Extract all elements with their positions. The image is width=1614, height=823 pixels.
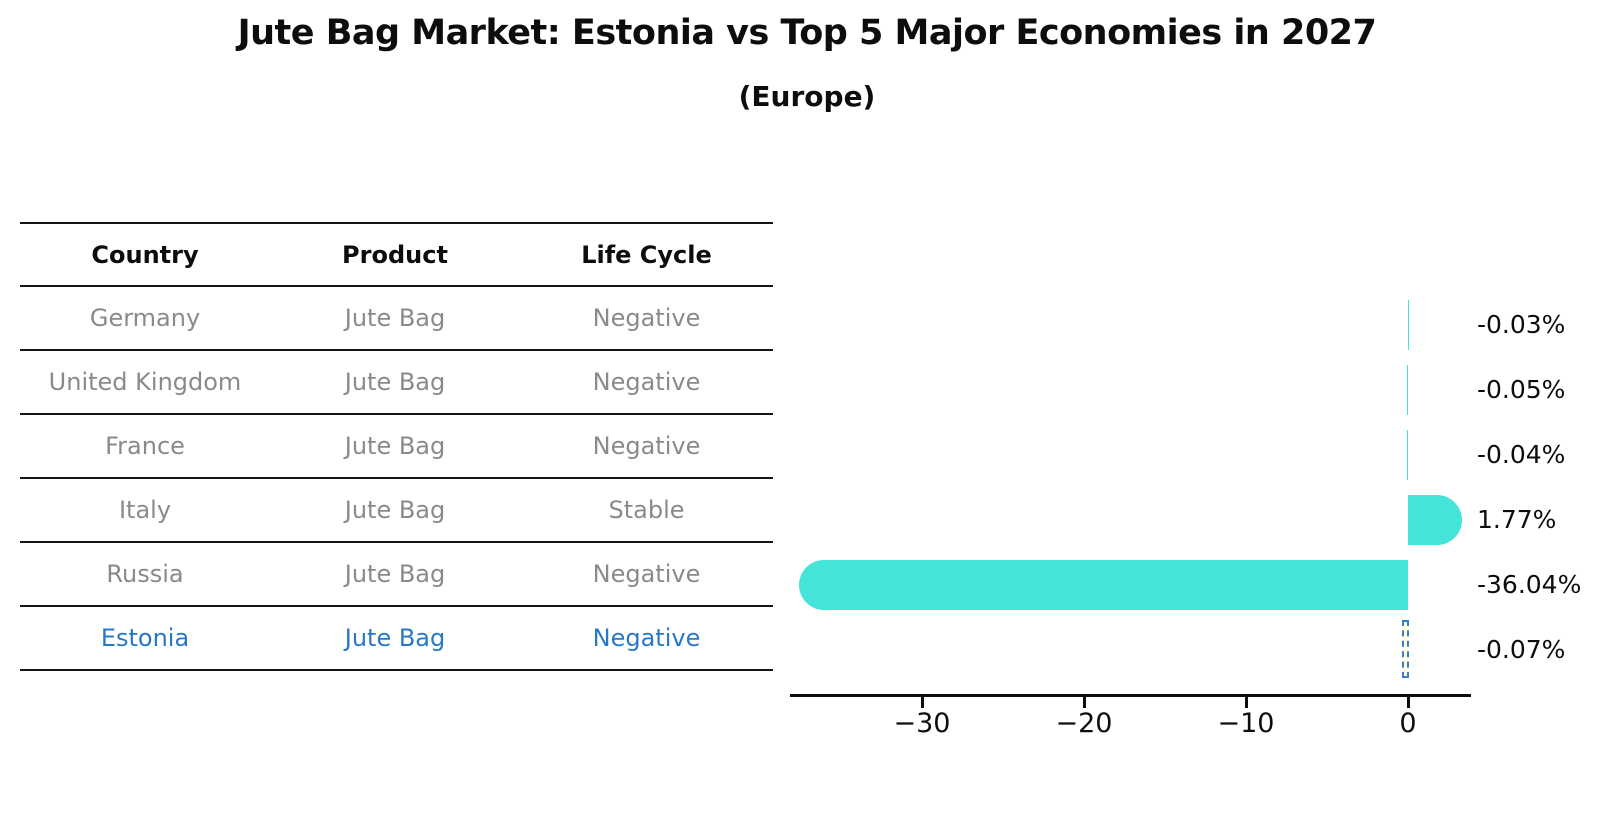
country-table: Country Product Life Cycle Germany Jute … <box>20 222 773 671</box>
bar-united-kingdom <box>1407 365 1408 415</box>
life-cycle-cell: Negative <box>592 432 701 460</box>
country-cell: France <box>105 432 185 460</box>
table-divider <box>20 477 773 479</box>
value-label: -0.05% <box>1477 375 1566 404</box>
page-title: Jute Bag Market: Estonia vs Top 5 Major … <box>237 13 1377 53</box>
table-top-border <box>20 222 773 224</box>
bar-italy <box>1408 495 1462 545</box>
table-divider <box>20 285 773 287</box>
product-cell: Jute Bag <box>344 368 446 396</box>
chart-row-germany: -0.03% <box>0 294 1614 356</box>
table-row-germany: Germany Jute Bag Negative <box>20 287 773 349</box>
value-label: -0.03% <box>1477 310 1566 339</box>
value-label: -0.04% <box>1477 440 1566 469</box>
table-bottom-border <box>20 669 773 671</box>
chart-row-italy: 1.77% <box>0 489 1614 551</box>
table-row-estonia: Estonia Jute Bag Negative <box>20 607 773 669</box>
x-axis-tick <box>920 697 924 708</box>
table-divider <box>20 605 773 607</box>
bar-russia <box>799 560 1408 610</box>
table-divider <box>20 413 773 415</box>
x-axis-tick-label: −10 <box>1217 708 1275 739</box>
product-cell: Jute Bag <box>344 496 446 524</box>
value-label: 1.77% <box>1477 505 1557 534</box>
product-cell: Jute Bag <box>344 304 446 332</box>
table-row-italy: Italy Jute Bag Stable <box>20 479 773 541</box>
column-header-life-cycle: Life Cycle <box>581 240 712 269</box>
table-divider <box>20 541 773 543</box>
column-header-country: Country <box>91 240 199 269</box>
bar-france <box>1407 430 1408 480</box>
x-axis-line <box>790 694 1471 697</box>
x-axis-tick-label: −30 <box>893 708 951 739</box>
table-header-row: Country Product Life Cycle <box>20 224 773 285</box>
product-cell: Jute Bag <box>344 624 446 652</box>
chart-row-estonia: -0.07% <box>0 619 1614 681</box>
value-label: -36.04% <box>1477 570 1582 599</box>
table-divider <box>20 349 773 351</box>
life-cycle-cell: Negative <box>592 368 701 396</box>
life-cycle-cell: Negative <box>592 624 701 652</box>
chart-row-united-kingdom: -0.05% <box>0 359 1614 421</box>
country-cell: Italy <box>118 496 172 524</box>
x-axis-tick <box>1406 697 1410 708</box>
table-row-russia: Russia Jute Bag Negative <box>20 543 773 605</box>
x-axis-tick <box>1244 697 1248 708</box>
x-axis-tick <box>1082 697 1086 708</box>
country-cell: United Kingdom <box>48 368 242 396</box>
chart-row-russia: -36.04% <box>0 554 1614 616</box>
country-cell: Russia <box>106 560 184 588</box>
page-subtitle: (Europe) <box>738 80 876 113</box>
table-row-france: France Jute Bag Negative <box>20 415 773 477</box>
country-cell: Estonia <box>100 624 190 652</box>
bar-estonia-highlighted <box>1402 620 1409 678</box>
bar-germany <box>1407 300 1409 350</box>
life-cycle-cell: Negative <box>592 560 701 588</box>
life-cycle-cell: Negative <box>592 304 701 332</box>
value-label: -0.07% <box>1477 635 1566 664</box>
x-axis-tick-label: −20 <box>1055 708 1113 739</box>
chart-row-france: -0.04% <box>0 424 1614 486</box>
product-cell: Jute Bag <box>344 432 446 460</box>
product-cell: Jute Bag <box>344 560 446 588</box>
life-cycle-cell: Stable <box>608 496 685 524</box>
country-cell: Germany <box>89 304 201 332</box>
table-row-united-kingdom: United Kingdom Jute Bag Negative <box>20 351 773 413</box>
column-header-product: Product <box>342 240 448 269</box>
x-axis-tick-label: 0 <box>1399 708 1417 739</box>
